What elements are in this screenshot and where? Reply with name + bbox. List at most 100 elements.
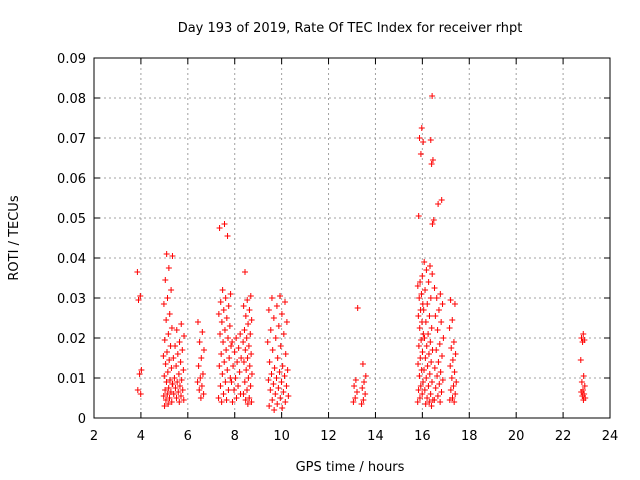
data-point (166, 311, 173, 317)
data-point (246, 363, 253, 369)
data-point (429, 271, 436, 277)
data-point (274, 355, 281, 361)
data-point (223, 315, 230, 321)
data-point (358, 401, 365, 407)
data-point (425, 351, 432, 357)
data-point (429, 157, 436, 163)
data-point (419, 273, 426, 279)
data-point (417, 279, 424, 285)
data-point (166, 395, 173, 401)
data-point (437, 369, 444, 375)
data-point (450, 339, 457, 345)
data-point (266, 403, 273, 409)
data-point (280, 331, 287, 337)
data-point (195, 363, 202, 369)
data-point (419, 391, 426, 397)
data-point (352, 395, 359, 401)
data-point (423, 267, 430, 273)
data-point (162, 397, 169, 403)
data-point (439, 353, 446, 359)
x-tick-label: 12 (320, 429, 337, 444)
data-point (271, 365, 278, 371)
data-point (177, 359, 184, 365)
data-point (415, 387, 422, 393)
data-point (221, 359, 228, 365)
data-point (432, 313, 439, 319)
data-point (234, 359, 241, 365)
data-point (423, 343, 430, 349)
data-point (429, 221, 436, 227)
data-point (199, 371, 206, 377)
data-point (418, 291, 425, 297)
data-point (221, 327, 228, 333)
data-point (426, 371, 433, 377)
data-point (244, 401, 251, 407)
data-point (162, 277, 169, 283)
data-point (446, 397, 453, 403)
data-point (437, 399, 444, 405)
data-point (436, 381, 443, 387)
data-point (435, 307, 442, 313)
data-point (427, 391, 434, 397)
data-point (269, 347, 276, 353)
y-tick-label: 0.04 (57, 252, 86, 267)
data-point (245, 321, 252, 327)
data-point (161, 337, 168, 343)
data-point (276, 369, 283, 375)
data-point (196, 387, 203, 393)
data-point (161, 403, 168, 409)
data-point (220, 391, 227, 397)
data-point (439, 301, 446, 307)
data-point (414, 399, 421, 405)
data-point (194, 319, 201, 325)
data-point (175, 371, 182, 377)
data-point (134, 387, 141, 393)
data-point (285, 393, 292, 399)
data-point (425, 383, 432, 389)
data-point (281, 373, 288, 379)
data-point (168, 325, 175, 331)
data-point (451, 369, 458, 375)
data-point (271, 407, 278, 413)
data-point (248, 399, 255, 405)
data-point (165, 265, 172, 271)
data-point (272, 391, 279, 397)
data-points (134, 93, 589, 413)
data-point (449, 317, 456, 323)
data-point (215, 311, 222, 317)
data-point (194, 379, 201, 385)
data-point (246, 307, 253, 313)
data-point (196, 339, 203, 345)
y-tick-label: 0.06 (57, 172, 86, 187)
x-tick-label: 6 (184, 429, 192, 444)
data-point (275, 385, 282, 391)
y-tick-label: 0.09 (57, 52, 86, 67)
data-point (223, 347, 230, 353)
data-point (420, 307, 427, 313)
data-point (241, 327, 248, 333)
data-point (427, 339, 434, 345)
data-point (579, 339, 586, 345)
data-point (230, 363, 237, 369)
data-point (283, 383, 290, 389)
data-point (218, 351, 225, 357)
data-point (229, 399, 236, 405)
data-point (176, 383, 183, 389)
data-point (277, 343, 284, 349)
data-point (447, 297, 454, 303)
data-point (220, 307, 227, 313)
data-point (218, 319, 225, 325)
data-point (429, 93, 436, 99)
data-point (137, 391, 144, 397)
data-point (414, 283, 421, 289)
data-point (277, 293, 284, 299)
data-point (178, 393, 185, 399)
data-point (228, 343, 235, 349)
data-point (163, 317, 170, 323)
data-point (423, 375, 430, 381)
data-point (284, 367, 291, 373)
data-point (422, 319, 429, 325)
data-point (170, 355, 177, 361)
data-point (273, 303, 280, 309)
